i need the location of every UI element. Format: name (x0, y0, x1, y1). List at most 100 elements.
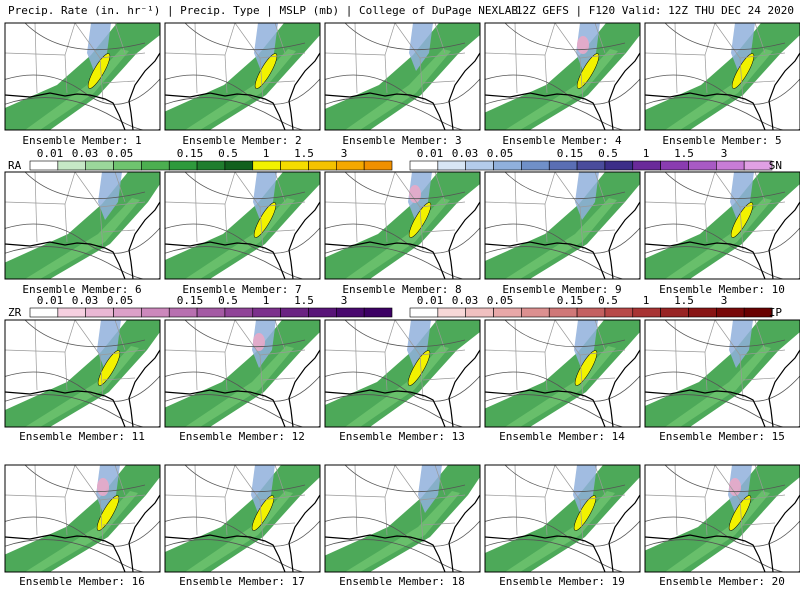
colorbar-segment (409, 307, 439, 318)
colorbar-segment (29, 307, 59, 318)
isobar (485, 371, 640, 402)
snow-area (253, 172, 277, 220)
state-line (259, 52, 306, 59)
isobar (645, 516, 800, 547)
state-line (704, 351, 708, 391)
isobar (485, 394, 640, 427)
state-line (274, 23, 286, 54)
state-line (579, 494, 626, 501)
isobar (504, 23, 626, 51)
precip-light (505, 491, 615, 572)
panel-label: Ensemble Member: 4 (502, 134, 622, 147)
coastline (5, 201, 160, 279)
coastline (5, 52, 160, 130)
heavy-precip (96, 495, 120, 531)
isobar (504, 172, 626, 200)
panel-label: Ensemble Member: 3 (342, 134, 461, 147)
colorbar-segment (688, 307, 717, 318)
heavy-precip (87, 53, 111, 89)
map-panel (164, 319, 321, 428)
isobar (485, 246, 640, 279)
colorbar-segment (743, 307, 773, 318)
map-panel (164, 22, 321, 131)
map-content (485, 172, 640, 279)
isobar (184, 320, 306, 348)
state-line (34, 172, 38, 243)
coastline (325, 52, 480, 130)
isobar (5, 516, 160, 547)
isobar (485, 97, 640, 130)
state-line (582, 229, 616, 233)
state-line (674, 465, 678, 536)
precip-swath (165, 172, 320, 279)
map-panel (4, 22, 161, 131)
snow-area (575, 172, 599, 220)
colorbar-segment (363, 160, 393, 171)
state-line (704, 54, 708, 94)
coastline (485, 52, 640, 130)
colorbar-segment (85, 160, 114, 171)
heavy-precip (731, 53, 755, 89)
colorbar-label: IP (769, 306, 783, 319)
map-panel (484, 464, 641, 573)
colorbar-segment (308, 307, 337, 318)
map-panel (644, 171, 800, 280)
map-content (165, 465, 320, 572)
precip-light (665, 346, 771, 427)
colorbar-tick: 0.5 (598, 147, 618, 160)
isobar (325, 97, 480, 130)
panel-label: Ensemble Member: 8 (342, 283, 461, 296)
colorbar-segment (196, 160, 226, 171)
heavy-precip (408, 202, 432, 238)
colorbar-segment (252, 307, 281, 318)
snow-area (97, 320, 121, 368)
colorbar-tick: 0.03 (72, 147, 99, 160)
panel-border (324, 171, 481, 280)
isobar (645, 371, 800, 402)
panel-border (324, 319, 481, 428)
isobar (485, 74, 640, 105)
state-line (594, 320, 606, 351)
precip-swath (5, 172, 160, 279)
state-line (384, 203, 388, 243)
colorbar-tick: 0.05 (107, 147, 134, 160)
precip-swath (645, 465, 800, 572)
map-content (325, 465, 480, 572)
state-line (704, 496, 708, 536)
state-line (739, 201, 786, 208)
map-content (485, 23, 640, 130)
precip-swath (325, 465, 480, 572)
state-line (102, 377, 136, 381)
header-left: Precip. Rate (in. hr⁻¹) | Precip. Type |… (8, 4, 518, 17)
coastline (325, 349, 480, 427)
state-line (262, 522, 296, 526)
state-line (422, 522, 456, 526)
colorbar-segment (308, 160, 337, 171)
map-panel (164, 171, 321, 280)
colorbar-tick: 0.03 (452, 147, 479, 160)
heavy-precip (254, 53, 278, 89)
colorbar-tick: 0.5 (598, 294, 618, 307)
isobar (344, 320, 466, 348)
isobar (325, 246, 480, 279)
snow-area (251, 465, 275, 513)
colorbar-segment (141, 307, 170, 318)
colorbar-segment (521, 307, 550, 318)
colorbar-tick: 0.5 (218, 294, 238, 307)
precip-swath (5, 465, 160, 572)
state-line (194, 172, 198, 243)
map-panel (324, 22, 481, 131)
colorbar-tick: 0.01 (417, 294, 444, 307)
state-line (742, 80, 776, 84)
state-line (434, 465, 446, 496)
map-content (325, 23, 480, 130)
state-line (99, 52, 146, 59)
heavy-precip (730, 202, 754, 238)
isobar (5, 97, 160, 130)
isobar (344, 172, 466, 200)
coastline (165, 494, 320, 572)
precip-swath (165, 465, 320, 572)
colorbar-tick: 0.15 (557, 294, 584, 307)
state-line (754, 23, 766, 54)
state-line (34, 23, 38, 94)
